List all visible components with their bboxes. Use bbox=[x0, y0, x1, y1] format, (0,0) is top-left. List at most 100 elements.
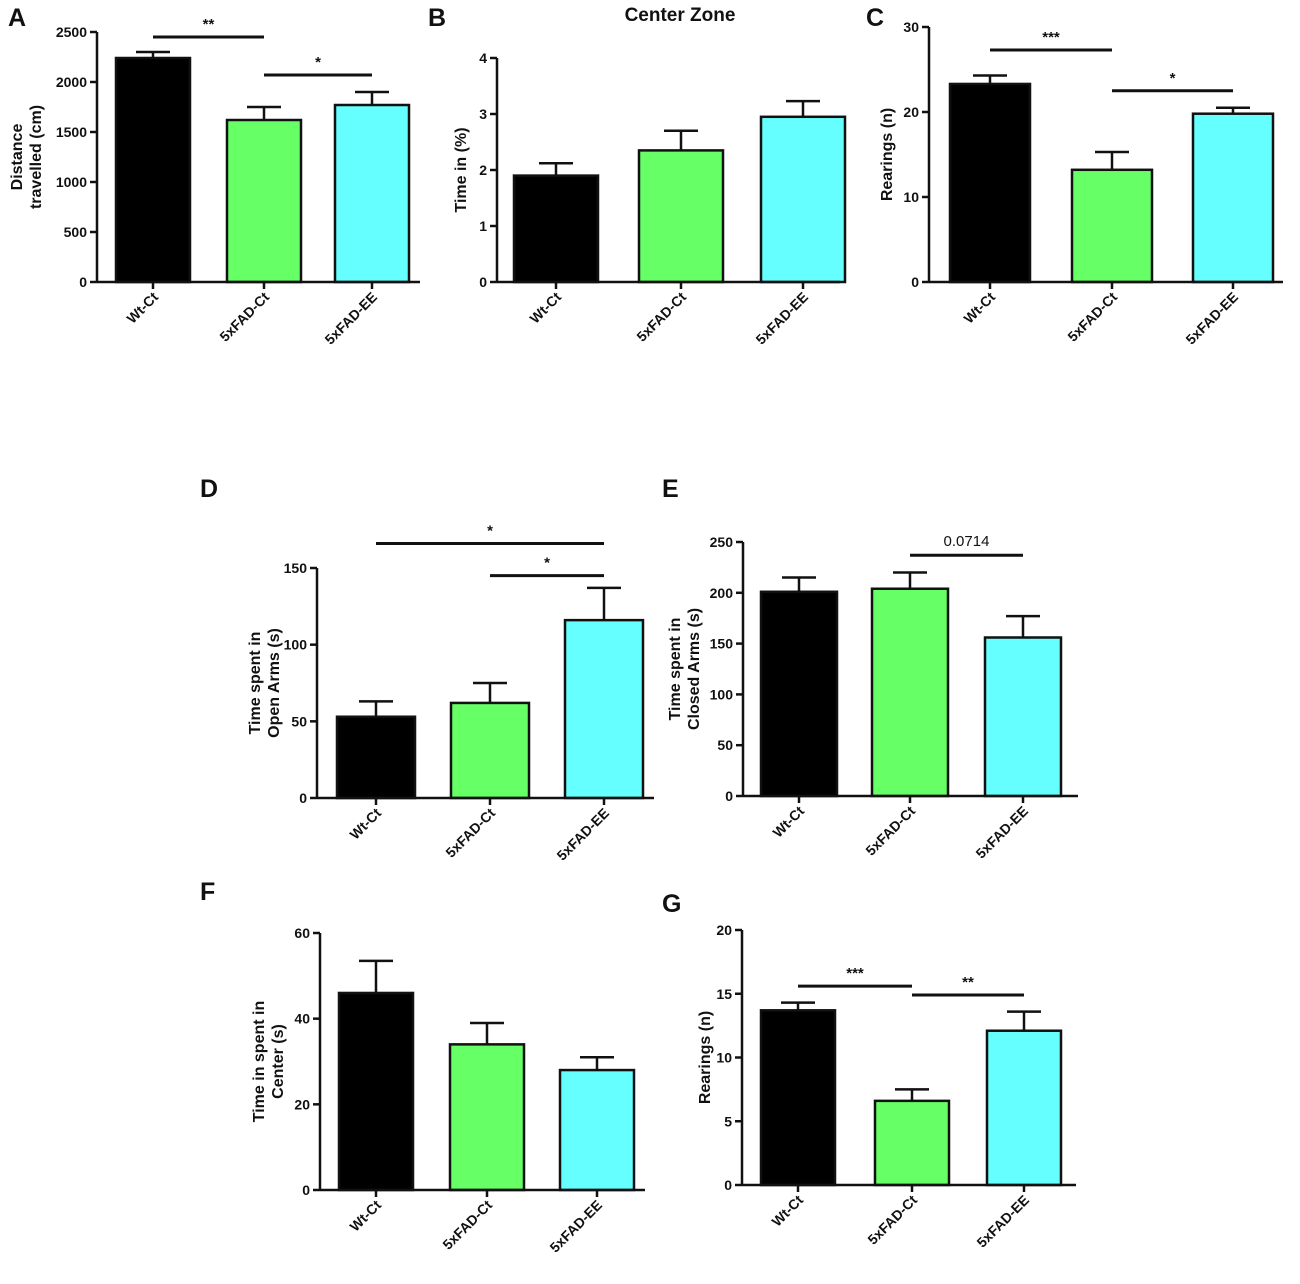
error-bar-wt-ct bbox=[359, 700, 393, 717]
y-axis-label-line: travelled (cm) bbox=[28, 105, 45, 209]
y-axis-label-line: Open Arms (s) bbox=[266, 628, 283, 738]
x-tick-label-5xfad-ee: 5xFAD-EE bbox=[546, 1197, 605, 1256]
bar-5xfad-ct bbox=[637, 149, 725, 284]
y-tick-label: 20 bbox=[294, 1096, 310, 1112]
panel-c: C 0 10 20 30 Wt-Ct 5xFAD-Ct 5xFAD-EE Rearings (n… bbox=[866, 4, 1283, 347]
y-axis-label-line: Time spent in bbox=[247, 632, 264, 735]
y-tick-label: 0 bbox=[79, 274, 87, 290]
error-bar-5xfad-ee bbox=[580, 1055, 614, 1071]
y-tick-label: 5 bbox=[724, 1113, 732, 1129]
bar-5xfad-ee bbox=[759, 115, 847, 284]
y-tick-label: 100 bbox=[284, 637, 308, 653]
x-tick-label-5xfad-ct: 5xFAD-Ct bbox=[633, 289, 689, 345]
panel-g: G 0 5 10 15 20 Wt-Ct 5xFAD-Ct 5xFAD-EE Rearings (… bbox=[662, 890, 1076, 1250]
y-tick-label: 150 bbox=[710, 636, 734, 652]
error-bar-5xfad-ct bbox=[470, 1021, 504, 1045]
bar-5xfad-ct bbox=[1070, 168, 1154, 284]
error-bar-5xfad-ct bbox=[895, 1088, 929, 1101]
x-tick-label-5xfad-ct: 5xFAD-Ct bbox=[864, 1192, 920, 1248]
bar-wt-ct bbox=[114, 56, 192, 284]
error-bar-wt-ct bbox=[781, 1001, 815, 1011]
panel-letter: D bbox=[200, 475, 218, 503]
y-tick-label: 0 bbox=[299, 790, 307, 806]
y-tick-label: 2500 bbox=[56, 24, 87, 40]
error-bar-5xfad-ct bbox=[1095, 150, 1129, 170]
panel-letter: A bbox=[8, 4, 26, 32]
y-axis-label-line: Rearings (n) bbox=[697, 1011, 714, 1104]
y-tick-label: 1500 bbox=[56, 124, 87, 140]
significance-label: *** bbox=[846, 965, 864, 982]
significance-label: * bbox=[1170, 70, 1176, 87]
bar-wt-ct bbox=[335, 715, 417, 800]
y-axis-label: Time in (%) bbox=[453, 127, 470, 212]
bar-wt-ct bbox=[512, 174, 600, 284]
panel-a: A 0 500 1000 1500 2000 2500 Wt-Ct 5xFAD-Ct 5xFAD-… bbox=[8, 4, 420, 347]
panel-letter: C bbox=[866, 4, 884, 32]
panel-letter: G bbox=[662, 890, 681, 918]
y-axis-label: Time spent in Open Arms (s) bbox=[247, 628, 283, 738]
bar-wt-ct bbox=[759, 590, 839, 798]
y-axis-label-line: Closed Arms (s) bbox=[686, 608, 703, 730]
y-tick-label: 10 bbox=[716, 1050, 732, 1066]
y-axis-label-line: Rearings (n) bbox=[879, 108, 896, 201]
x-tick-label-5xfad-ct: 5xFAD-Ct bbox=[862, 803, 918, 859]
significance-label: * bbox=[487, 522, 493, 539]
bar-5xfad-ee bbox=[558, 1068, 636, 1192]
significance-bracket: * bbox=[1112, 70, 1233, 93]
y-axis-label-line: Distance bbox=[9, 124, 26, 191]
chart-title: Center Zone bbox=[625, 5, 736, 26]
significance-bracket: * bbox=[490, 555, 604, 578]
y-axis-label: Rearings (n) bbox=[879, 108, 896, 201]
error-bar-5xfad-ee bbox=[1007, 1010, 1041, 1031]
y-tick-label: 1000 bbox=[56, 174, 87, 190]
bar-wt-ct bbox=[337, 991, 415, 1192]
error-bar-5xfad-ct bbox=[664, 129, 698, 151]
significance-label: ** bbox=[203, 16, 215, 33]
x-tick-label-5xfad-ee: 5xFAD-EE bbox=[972, 803, 1031, 862]
y-tick-label: 2 bbox=[479, 162, 487, 178]
error-bar-5xfad-ee bbox=[1006, 614, 1040, 638]
significance-label: 0.0714 bbox=[944, 533, 990, 550]
panel-letter: B bbox=[428, 4, 446, 32]
y-tick-label: 60 bbox=[294, 925, 310, 941]
y-tick-label: 4 bbox=[479, 50, 487, 66]
y-tick-label: 250 bbox=[710, 534, 734, 550]
bar-5xfad-ee bbox=[333, 103, 411, 284]
significance-label: * bbox=[544, 555, 550, 572]
x-tick-label-wt-ct: Wt-Ct bbox=[960, 289, 998, 327]
y-axis-label-line: Time in spent in bbox=[251, 1001, 268, 1123]
panel-b: B Center Zone 0 1 2 3 4 Wt-Ct 5xFAD-Ct 5xFAD-EE Ti… bbox=[428, 4, 847, 348]
bar-5xfad-ct bbox=[448, 1043, 526, 1192]
x-tick-label-wt-ct: Wt-Ct bbox=[346, 805, 384, 843]
error-bar-5xfad-ee bbox=[587, 586, 621, 621]
error-bar-5xfad-ee bbox=[786, 99, 820, 117]
significance-bracket: *** bbox=[798, 965, 912, 988]
panel-d: D 0 50 100 150 Wt-Ct 5xFAD-Ct 5xFAD-EE Time spen… bbox=[200, 475, 654, 863]
bar-5xfad-ct bbox=[870, 587, 950, 798]
y-axis-label: Distance travelled (cm) bbox=[9, 105, 45, 209]
x-tick-label-5xfad-ee: 5xFAD-EE bbox=[752, 289, 811, 348]
bar-5xfad-ee bbox=[1191, 112, 1275, 284]
panel-f: F 0 20 40 60 Wt-Ct 5xFAD-Ct 5xFAD-EE Time in spe… bbox=[200, 878, 645, 1255]
panel-e: E 0 50 100 150 200 250 Wt-Ct 5xFAD-Ct 5xFAD-EE Tim… bbox=[662, 475, 1078, 861]
y-tick-label: 0 bbox=[725, 788, 733, 804]
error-bar-5xfad-ee bbox=[355, 90, 389, 105]
y-axis-label-line: Time spent in bbox=[667, 618, 684, 721]
y-axis-label: Time spent in Closed Arms (s) bbox=[667, 608, 703, 730]
y-axis-label: Rearings (n) bbox=[697, 1011, 714, 1104]
x-tick-label-wt-ct: Wt-Ct bbox=[768, 1192, 806, 1230]
y-tick-label: 150 bbox=[284, 560, 308, 576]
error-bar-5xfad-ee bbox=[1216, 106, 1250, 114]
significance-bracket: 0.0714 bbox=[910, 533, 1023, 557]
error-bar-5xfad-ct bbox=[247, 105, 281, 120]
bar-5xfad-ct bbox=[873, 1099, 951, 1187]
x-tick-label-wt-ct: Wt-Ct bbox=[526, 289, 564, 327]
bar-5xfad-ee bbox=[563, 618, 645, 800]
significance-label: * bbox=[315, 54, 321, 71]
x-tick-label-5xfad-ct: 5xFAD-Ct bbox=[216, 289, 272, 345]
significance-bracket: * bbox=[376, 522, 604, 545]
error-bar-5xfad-ct bbox=[473, 681, 507, 703]
panel-letter: E bbox=[662, 475, 679, 503]
x-tick-label-5xfad-ee: 5xFAD-EE bbox=[553, 805, 612, 864]
